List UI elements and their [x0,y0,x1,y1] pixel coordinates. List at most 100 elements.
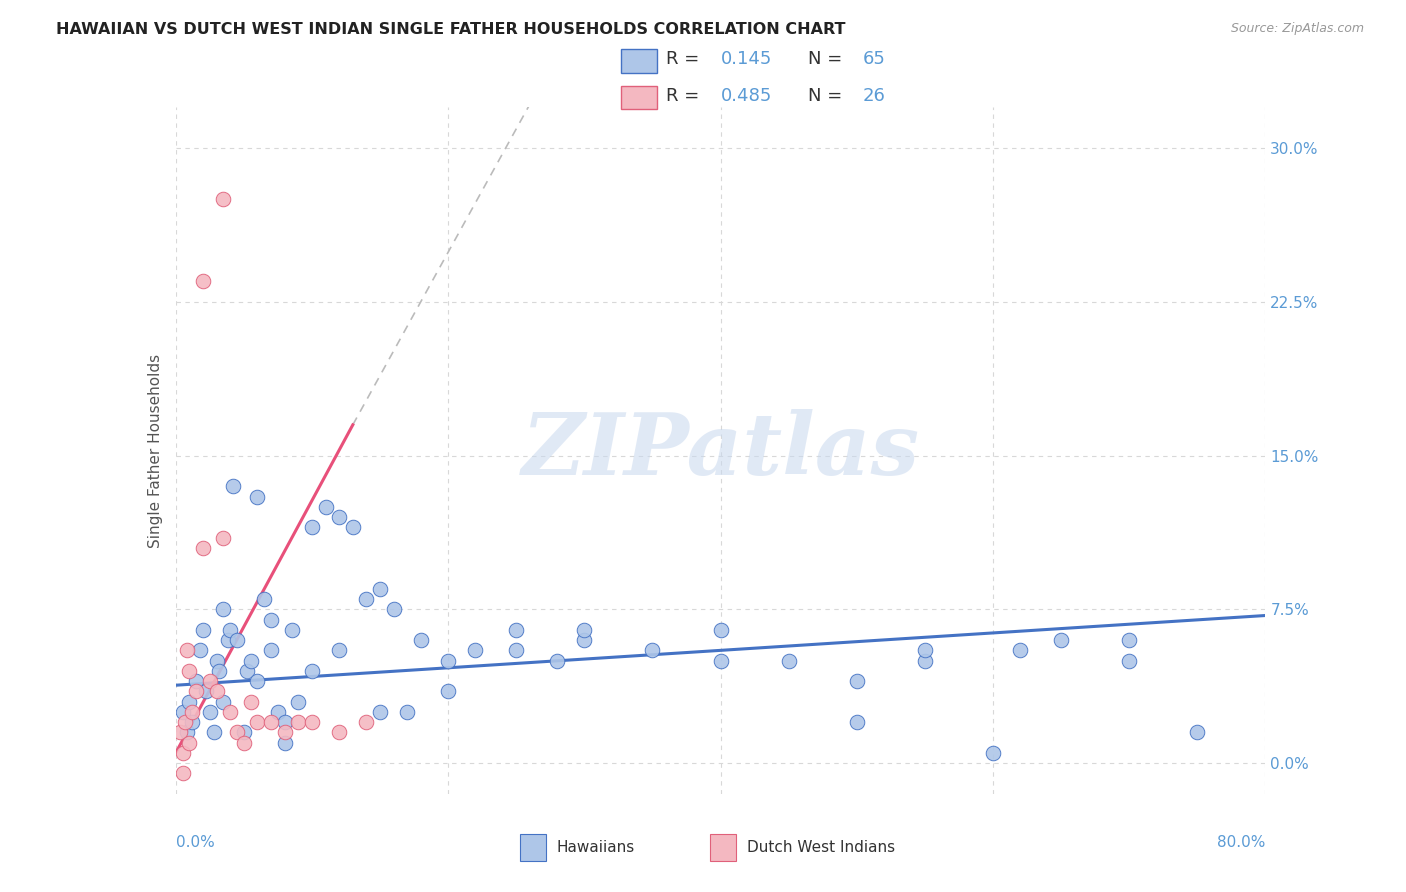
Point [179,664,201,678]
Point [356,592,378,607]
Point [280,623,302,637]
Text: 0.0%: 0.0% [176,835,215,850]
Point [328,510,350,524]
Point [212,695,235,709]
Point [176,643,198,657]
Point [845,674,868,689]
Point [574,623,596,637]
Point [172,746,194,760]
Bar [620,49,657,73]
Point [191,541,214,555]
Text: 26: 26 [862,87,886,105]
Point [409,633,432,648]
Point [301,520,323,534]
Point [710,623,733,637]
Point [505,623,527,637]
Point [194,684,217,698]
Point [1118,633,1140,648]
Point [315,500,337,514]
Point [274,736,297,750]
Point [287,715,309,730]
Point [710,654,733,668]
Point [260,715,283,730]
Point [226,725,249,739]
Point [778,654,800,668]
Point [574,633,596,648]
Point [464,643,486,657]
Text: 80.0%: 80.0% [1218,835,1265,850]
Point [174,715,197,730]
Point [198,674,221,689]
Point [232,725,254,739]
Text: N =: N = [808,87,848,105]
Point [186,684,208,698]
Point [274,715,297,730]
Point [505,643,527,657]
Point [981,746,1004,760]
Point [172,766,194,780]
Text: 0.485: 0.485 [720,87,772,105]
Point [212,531,235,545]
Point [205,654,228,668]
Point [437,654,460,668]
Point [191,274,214,288]
Point [239,695,262,709]
Point [219,623,242,637]
Bar [620,86,657,110]
Point [546,654,568,668]
Point [396,705,419,719]
Point [260,613,283,627]
Text: Hawaiians: Hawaiians [557,840,636,855]
Point [179,695,201,709]
Point [235,664,257,678]
Text: Dutch West Indians: Dutch West Indians [747,840,896,855]
Point [267,705,290,719]
Point [1050,633,1073,648]
Point [253,592,276,607]
Point [437,684,460,698]
Point [328,643,350,657]
Text: ZIPatlas: ZIPatlas [522,409,920,492]
Point [260,643,283,657]
Point [641,643,664,657]
Point [172,705,194,719]
Point [368,705,391,719]
Bar [520,834,546,861]
Point [287,695,309,709]
Point [202,725,225,739]
Point [188,643,211,657]
Point [845,715,868,730]
Point [356,715,378,730]
Point [212,602,235,616]
Point [1187,725,1209,739]
Point [1118,654,1140,668]
Text: Source: ZipAtlas.com: Source: ZipAtlas.com [1230,22,1364,36]
Point [914,643,936,657]
Point [217,633,239,648]
Point [239,654,262,668]
Point [219,705,242,719]
Bar [710,834,735,861]
Point [222,479,245,493]
Text: 0.145: 0.145 [720,51,772,69]
Text: R =: R = [666,51,704,69]
Point [232,736,254,750]
Point [176,725,198,739]
Y-axis label: Single Father Households: Single Father Households [148,353,163,548]
Point [191,623,214,637]
Point [169,725,191,739]
Point [274,725,297,739]
Point [328,725,350,739]
Point [181,715,204,730]
Point [914,654,936,668]
Point [246,490,269,504]
Point [301,715,323,730]
Point [205,684,228,698]
Text: HAWAIIAN VS DUTCH WEST INDIAN SINGLE FATHER HOUSEHOLDS CORRELATION CHART: HAWAIIAN VS DUTCH WEST INDIAN SINGLE FAT… [56,22,846,37]
Point [1010,643,1032,657]
Text: 65: 65 [862,51,886,69]
Point [186,674,208,689]
Point [382,602,405,616]
Point [212,192,235,206]
Point [246,715,269,730]
